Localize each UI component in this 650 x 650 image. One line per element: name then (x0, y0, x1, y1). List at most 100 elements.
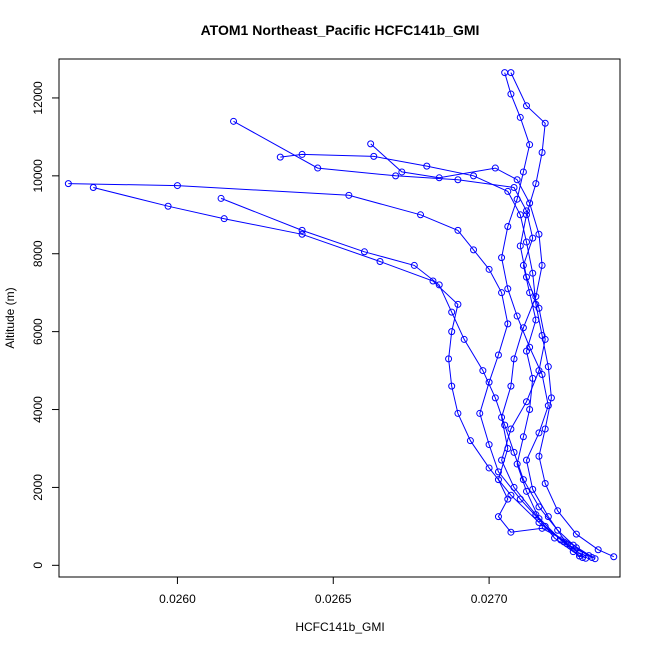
data-point (507, 382, 515, 390)
data-point (429, 277, 437, 285)
data-point (64, 180, 72, 188)
data-point (538, 524, 546, 532)
data-point (494, 351, 502, 359)
data-point (494, 476, 502, 484)
data-point (526, 141, 534, 149)
data-point (532, 180, 540, 188)
data-point (448, 382, 456, 390)
series-group (230, 117, 587, 562)
x-tick-label: 0.0265 (315, 592, 352, 606)
data-point (544, 402, 552, 410)
data-point (398, 168, 406, 176)
series-line (68, 183, 590, 557)
y-tick-label: 0 (31, 562, 45, 569)
data-point (547, 394, 555, 402)
series-layer (64, 69, 618, 563)
data-point (435, 281, 443, 289)
data-point (526, 199, 534, 207)
data-point (501, 421, 509, 429)
data-point (541, 119, 549, 127)
data-point (523, 102, 530, 110)
data-point (582, 554, 590, 562)
data-point (538, 261, 546, 269)
series-group (276, 150, 618, 561)
y-axis-title: Altitude (m) (3, 287, 17, 348)
y-tick-label: 10000 (31, 159, 45, 193)
data-point (510, 448, 518, 456)
data-point (498, 289, 506, 297)
x-tick-label: 0.0260 (159, 592, 196, 606)
data-point (554, 507, 562, 515)
series-group (64, 180, 593, 560)
data-point (491, 164, 499, 172)
data-point (523, 238, 530, 246)
data-point (535, 304, 543, 312)
data-point (448, 308, 456, 316)
data-point (454, 409, 462, 417)
data-point (479, 367, 487, 375)
data-point (298, 226, 306, 234)
y-tick-label: 4000 (31, 396, 45, 423)
data-point (507, 425, 515, 433)
series-line (233, 120, 583, 558)
data-point (513, 176, 521, 184)
data-point (485, 265, 493, 273)
data-point (529, 269, 537, 277)
data-point (535, 503, 543, 511)
data-point (504, 187, 512, 195)
data-point (519, 433, 527, 441)
data-point (298, 150, 306, 158)
data-point (544, 513, 552, 521)
data-point (448, 328, 456, 336)
data-point (544, 363, 552, 371)
data-point (485, 464, 493, 472)
data-point (535, 367, 543, 375)
data-point (494, 468, 502, 476)
data-point (535, 230, 543, 238)
data-point (541, 335, 549, 343)
data-point (529, 234, 537, 242)
data-point (367, 140, 375, 148)
data-point (523, 273, 530, 281)
data-point (454, 226, 462, 234)
data-point (513, 195, 521, 203)
data-point (541, 425, 549, 433)
data-point (491, 394, 499, 402)
data-point (276, 153, 284, 161)
data-point (591, 555, 599, 563)
data-point (345, 191, 353, 199)
data-point (535, 429, 543, 437)
data-point (173, 182, 181, 190)
data-point (516, 242, 524, 250)
data-point (498, 413, 506, 421)
data-point (410, 261, 418, 269)
data-point (569, 541, 577, 549)
data-point (504, 444, 512, 452)
data-point (504, 495, 512, 503)
data-point (494, 513, 502, 521)
data-point (594, 546, 602, 554)
data-point (470, 172, 478, 180)
data-point (554, 526, 562, 534)
x-axis: 0.0260 0.0265 0.0270 (159, 576, 508, 606)
data-point (532, 293, 540, 301)
data-point (460, 335, 468, 343)
data-point (510, 184, 518, 192)
series-group (498, 69, 583, 560)
data-point (507, 528, 515, 536)
data-point (470, 246, 478, 254)
data-point (526, 343, 534, 351)
data-point (504, 320, 512, 328)
data-point (519, 324, 527, 332)
data-point (466, 437, 474, 445)
series-group (89, 184, 583, 558)
series-group (217, 194, 596, 562)
series-line (93, 187, 580, 554)
data-point (516, 113, 524, 121)
data-point (532, 511, 540, 519)
data-point (523, 487, 530, 495)
data-point (445, 355, 453, 363)
data-point (476, 409, 484, 417)
data-point (575, 552, 583, 560)
